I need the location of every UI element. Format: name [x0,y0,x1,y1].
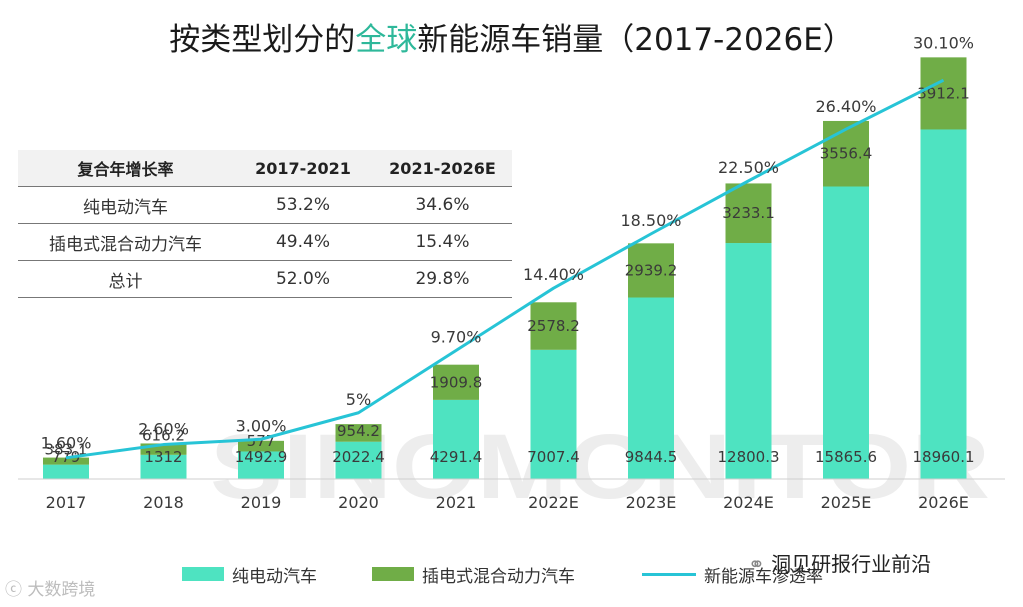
wechat-icon: ⚭ [748,552,772,576]
row-label: 插电式混合动力汽车 [18,223,233,261]
wechat-watermark-text: 洞见研报行业前沿 [771,552,932,576]
bev-data-label: 12800.3 [717,448,779,466]
legend-penetration-label: 新能源车渗透率 [704,566,823,587]
bar-bev-2018 [140,454,187,479]
phev-data-label: 616.2 [142,426,185,444]
legend-penetration-line [642,572,696,576]
bev-data-label: 9844.5 [625,448,678,466]
row-label: 总计 [18,260,233,298]
x-tick-label: 2026E [918,493,969,512]
penetration-data-label: 3.00% [236,416,287,435]
corner-watermark: ⓒ 大数跨境 [5,575,95,600]
phev-data-label: 1909.8 [430,373,483,391]
x-tick-label: 2022E [528,493,579,512]
phev-data-label: 383.1 [45,441,88,459]
x-tick-labels: 2017 2018 2019 2020 2021 2022E 2023E 2024E 2025E… [46,493,969,512]
cell-value: 34.6% [373,186,512,224]
header-2021-2026e: 2021-2026E [373,150,512,187]
table-row: 总计 52.0% 29.8% [18,260,512,298]
x-tick-label: 2019 [241,493,282,512]
cell-value: 52.0% [233,260,373,298]
bar-bev-2020 [335,441,382,479]
legend-penetration: 新能源车渗透率 [642,562,823,587]
legend-bev-label: 纯电动汽车 [232,566,317,587]
bar-bev-2017 [43,464,89,479]
cell-value: 49.4% [233,223,373,261]
cell-value: 53.2% [233,186,373,224]
cell-value: 29.8% [373,260,512,298]
watermark-text: SINOMONITOR [210,416,990,518]
bar-phev-2023E [628,243,674,298]
bar-bev-2026E [920,129,967,480]
phev-data-label: 3912.1 [917,84,970,102]
header-2017-2021: 2017-2021 [233,150,373,187]
bar-phev-2020 [335,424,382,442]
bev-data-label: 18960.1 [912,448,974,466]
legend-phev: 插电式混合动力汽车 [372,562,575,587]
bev-data-label: 15865.6 [815,448,877,466]
row-label: 纯电动汽车 [18,186,233,224]
legend-phev-swatch [372,567,414,581]
penetration-data-label: 1.60% [41,434,92,453]
phev-data-label: 954.2 [337,422,380,440]
bar-bev-2021 [433,399,479,479]
header-cagr: 复合年增长率 [18,150,233,187]
table-row: 插电式混合动力汽车 49.4% 15.4% [18,223,512,261]
bar-phev-2017 [43,457,89,465]
brand-icon: ⓒ [5,580,28,600]
bar-bev-2022E [530,349,577,479]
penetration-data-label: 22.50% [718,158,779,177]
x-tick-label: 2023E [626,493,677,512]
bar-phev-2021 [433,364,479,400]
legend-bev: 纯电动汽车 [182,562,317,587]
penetration-data-label: 5% [346,390,371,409]
x-tick-label: 2018 [143,493,184,512]
bar-bev-2019 [238,451,284,479]
legend-bev-swatch [182,567,224,581]
phev-data-label: 3233.1 [722,204,775,222]
legend-phev-label: 插电式混合动力汽车 [422,566,575,587]
bar-bev-2024E [725,243,772,479]
table-header-row: 复合年增长率 2017-2021 2021-2026E [18,150,512,187]
x-tick-label: 2017 [46,493,87,512]
bev-data-label: 2022.4 [332,448,385,466]
penetration-line-layer: 1.60% 2.60% 3.00% 5% 9.70% 14.40% 18.50% 22.50%… [41,33,974,460]
bar-phev-2019 [238,440,284,452]
cell-value: 15.4% [373,223,512,261]
penetration-data-label: 9.70% [431,327,482,346]
phev-data-label: 2939.2 [625,261,678,279]
penetration-data-label: 18.50% [620,211,681,230]
x-tick-label: 2020 [338,493,379,512]
bev-data-label: 7007.4 [527,448,580,466]
bev-data-label: 1312 [144,448,182,466]
x-tick-label: 2024E [723,493,774,512]
penetration-data-label: 30.10% [913,33,974,52]
penetration-data-label: 2.60% [138,419,189,438]
bar-phev-2025E [823,120,869,187]
chart-title: 按类型划分的全球新能源车销量（2017-2026E） [169,22,854,58]
penetration-line [65,78,945,460]
bev-data-label: 4291.4 [430,448,483,466]
phev-data-label: 3556.4 [820,145,873,163]
bars [43,57,967,480]
bev-data-label: 1492.9 [235,448,288,466]
x-tick-label: 2021 [436,493,477,512]
bar-phev-2026E [920,57,967,130]
bar-phev-2018 [140,443,187,455]
corner-watermark-text: 大数跨境 [27,580,96,600]
bar-phev-2024E [725,183,772,244]
phev-data-label: 2578.2 [527,317,580,335]
cagr-table: 复合年增长率 2017-2021 2021-2026E 纯电动汽车 53.2% … [18,150,512,298]
table-row: 纯电动汽车 53.2% 34.6% [18,186,512,224]
bar-bev-2025E [823,186,869,479]
x-tick-label: 2025E [821,493,872,512]
bar-phev-2022E [530,302,577,350]
bar-bev-2023E [628,297,674,479]
wechat-watermark: ⚭ 洞见研报行业前沿 [748,548,931,577]
penetration-data-label: 14.40% [523,265,584,284]
penetration-data-label: 26.40% [815,97,876,116]
